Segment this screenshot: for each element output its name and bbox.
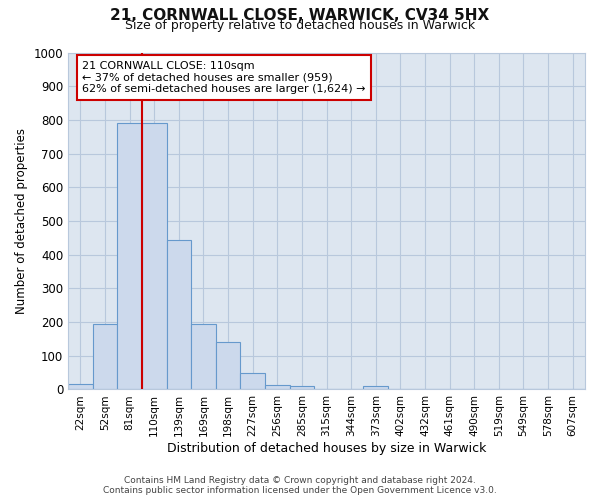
Bar bbox=[216, 342, 241, 390]
Bar bbox=[167, 240, 191, 390]
Bar bbox=[92, 324, 117, 390]
Bar bbox=[117, 124, 142, 390]
Bar bbox=[142, 124, 167, 390]
Bar bbox=[191, 324, 216, 390]
Bar bbox=[265, 385, 290, 390]
Text: 21, CORNWALL CLOSE, WARWICK, CV34 5HX: 21, CORNWALL CLOSE, WARWICK, CV34 5HX bbox=[110, 8, 490, 22]
Text: 21 CORNWALL CLOSE: 110sqm
← 37% of detached houses are smaller (959)
62% of semi: 21 CORNWALL CLOSE: 110sqm ← 37% of detac… bbox=[82, 61, 366, 94]
Text: Contains HM Land Registry data © Crown copyright and database right 2024.
Contai: Contains HM Land Registry data © Crown c… bbox=[103, 476, 497, 495]
Bar bbox=[290, 386, 314, 390]
Bar bbox=[68, 384, 92, 390]
Text: Size of property relative to detached houses in Warwick: Size of property relative to detached ho… bbox=[125, 19, 475, 32]
Y-axis label: Number of detached properties: Number of detached properties bbox=[15, 128, 28, 314]
Bar bbox=[364, 386, 388, 390]
Bar bbox=[241, 372, 265, 390]
X-axis label: Distribution of detached houses by size in Warwick: Distribution of detached houses by size … bbox=[167, 442, 486, 455]
